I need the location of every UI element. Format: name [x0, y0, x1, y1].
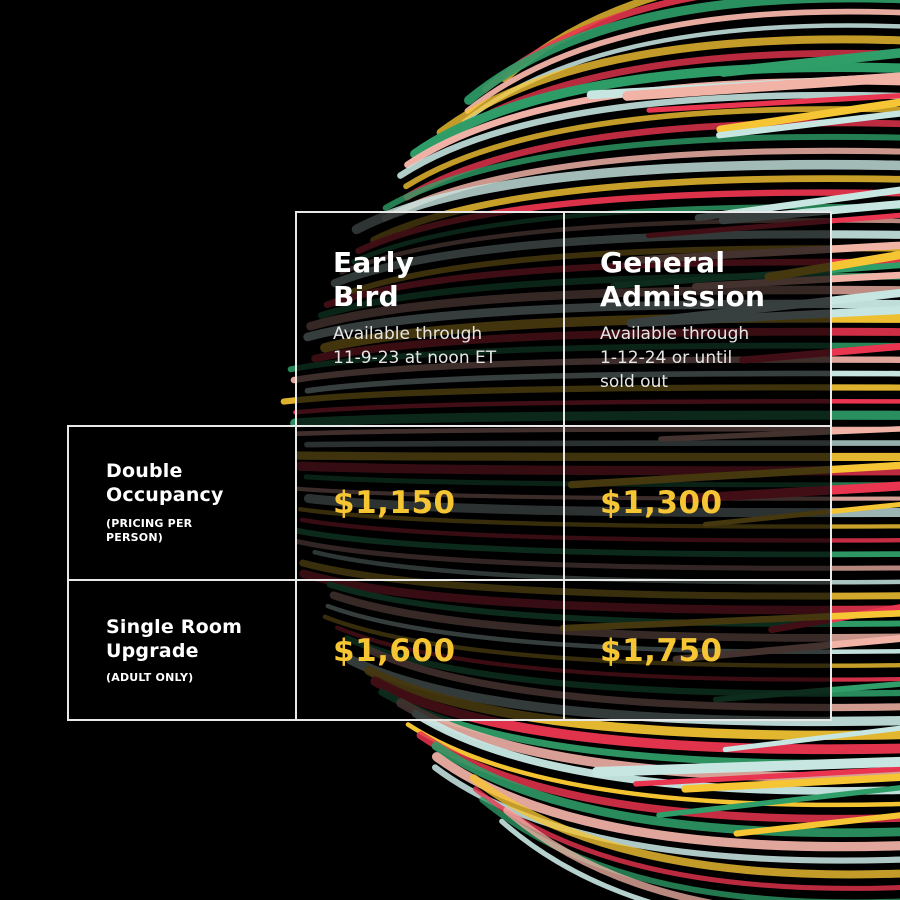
row-header-double-occupancy: [68, 426, 296, 580]
background-stripe: [633, 766, 900, 787]
background-stripe: [722, 725, 900, 753]
row-title-single-room: Single Room Upgrade: [106, 615, 242, 663]
background-stripe: [397, 91, 900, 179]
background-stripe: [646, 93, 900, 113]
background-stripe: [431, 741, 900, 838]
background-stripe: [718, 48, 900, 77]
background-stripe: [464, 8, 900, 114]
grid-line: [563, 211, 565, 721]
background-stripe: [382, 133, 900, 211]
general-availability-line3: sold out: [600, 372, 669, 392]
header-cell-general-admission: [564, 212, 831, 426]
row-title-single-line1: Single Room: [106, 616, 243, 638]
background-stripe: [681, 773, 900, 793]
row-note-double-line2: PERSON): [106, 531, 163, 544]
grid-line: [67, 425, 832, 427]
column-title-general-line1: General: [600, 246, 726, 279]
early-bird-availability-line2: 11-9-23 at noon ET: [333, 348, 497, 368]
background-stripe: [622, 72, 900, 101]
grid-line: [295, 211, 297, 721]
row-header-single-room: [68, 580, 296, 720]
background-stripe: [410, 62, 900, 159]
background-stripe: [591, 756, 900, 777]
background-stripe: [403, 106, 900, 190]
price-double-general-admission: $1,300: [600, 485, 723, 521]
row-note-single-line1: (ADULT ONLY): [106, 671, 194, 684]
grid-line: [67, 425, 69, 721]
column-title-general-line2: Admission: [600, 280, 766, 313]
general-availability-line2: 1-12-24 or until: [600, 348, 733, 368]
price-cell-single-early: [296, 580, 564, 720]
grid-line: [830, 211, 832, 721]
background-stripe: [351, 159, 900, 235]
price-double-early-bird: $1,150: [333, 485, 456, 521]
background-stripe: [733, 812, 900, 837]
general-availability-line1: Available through: [600, 324, 750, 344]
row-title-single-line2: Upgrade: [106, 640, 199, 662]
column-availability-early-bird: Available through 11-9-23 at noon ET: [333, 322, 496, 370]
background-stripe: [503, 806, 714, 900]
background-stripe: [405, 722, 900, 808]
background-stripe: [716, 110, 900, 139]
background-stripe: [464, 0, 900, 105]
column-title-early-bird: Early Bird: [333, 246, 414, 314]
early-bird-availability-line1: Available through: [333, 324, 483, 344]
row-note-single-room: (ADULT ONLY): [106, 671, 193, 685]
row-title-double-line1: Double: [106, 460, 183, 482]
background-stripe: [431, 764, 900, 864]
background-stripe: [499, 818, 652, 900]
row-note-double-occupancy: (PRICING PER PERSON): [106, 517, 192, 545]
price-single-early-bird: $1,600: [333, 633, 456, 669]
background-stripe: [436, 35, 900, 137]
background-stripe: [396, 698, 900, 782]
column-title-early-bird-line2: Bird: [333, 280, 399, 313]
grid-line: [67, 579, 832, 581]
background-stripe: [411, 709, 900, 795]
row-note-double-line1: (PRICING PER: [106, 517, 193, 530]
column-title-general-admission: General Admission: [600, 246, 765, 314]
column-title-early-bird-line1: Early: [333, 246, 415, 279]
price-cell-single-general: [564, 580, 831, 720]
row-title-double-line2: Occupancy: [106, 484, 224, 506]
background-stripe: [479, 796, 900, 900]
header-cell-early-bird: [296, 212, 564, 426]
price-cell-double-early: [296, 426, 564, 580]
price-single-general-admission: $1,750: [600, 633, 723, 669]
grid-line: [67, 719, 832, 721]
background-stripe: [469, 774, 900, 879]
background-stripe: [716, 98, 900, 134]
column-availability-general-admission: Available through 1-12-24 or until sold ou…: [600, 322, 749, 394]
price-cell-double-general: [564, 426, 831, 580]
background-stripe: [656, 785, 900, 818]
row-title-double-occupancy: Double Occupancy: [106, 459, 224, 507]
